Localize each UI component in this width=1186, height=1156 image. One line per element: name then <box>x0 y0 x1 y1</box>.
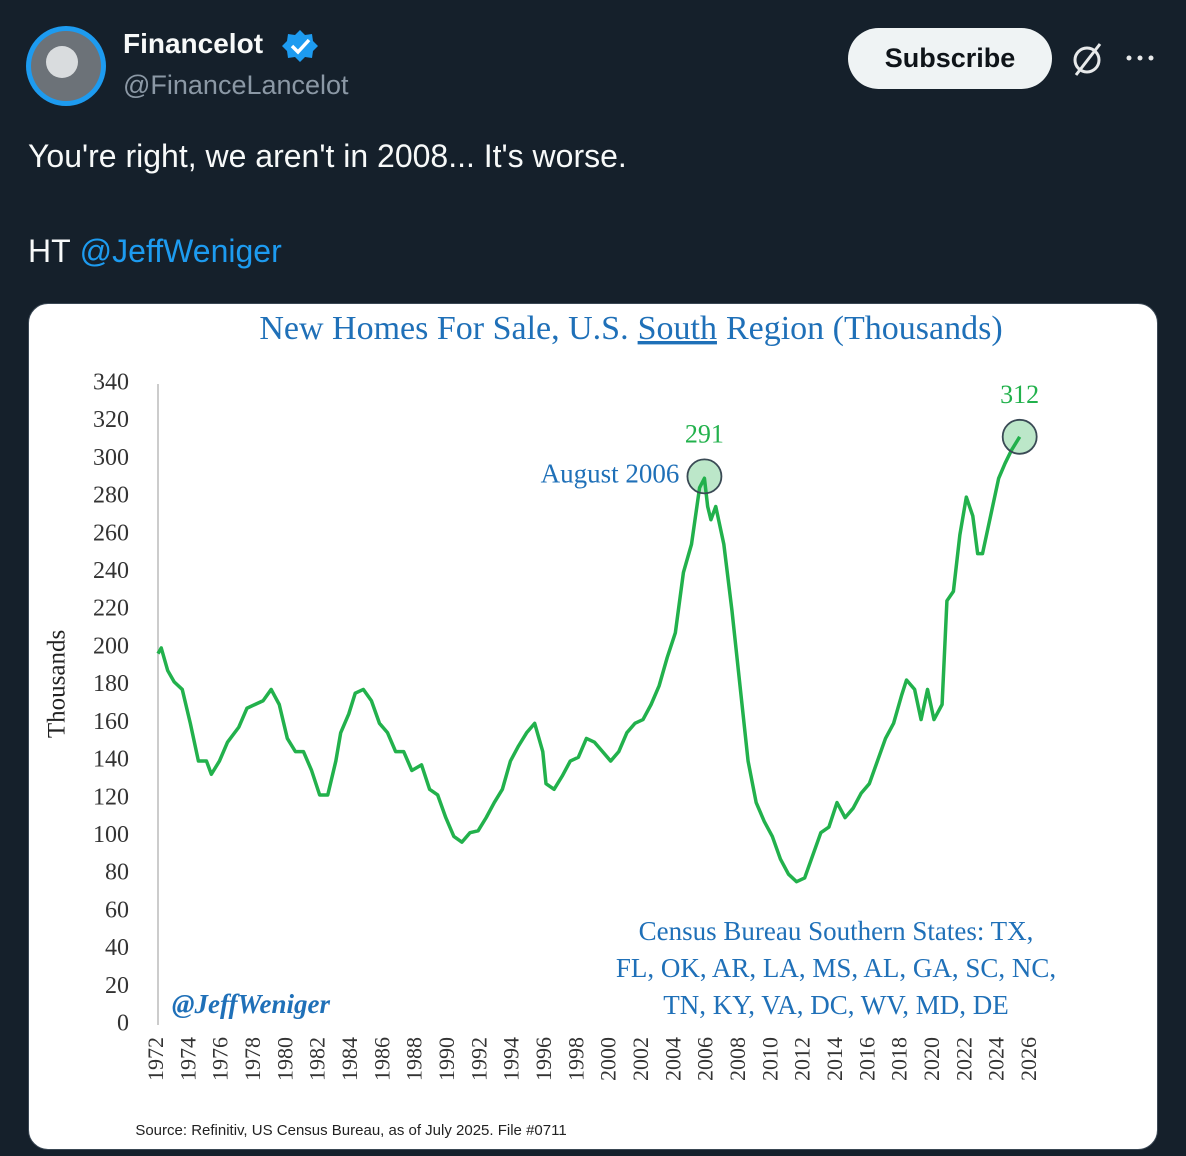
y-tick-label: 120 <box>93 784 129 810</box>
media-card[interactable]: New Homes For Sale, U.S. South Region (Tho… <box>28 303 1158 1150</box>
x-tick-label: 1996 <box>531 1037 556 1081</box>
y-tick-label: 180 <box>93 671 129 697</box>
watermark: @JeffWeniger <box>172 989 330 1019</box>
x-tick-label: 1992 <box>466 1037 491 1081</box>
x-tick-label: 1980 <box>272 1037 297 1081</box>
x-tick-label: 1986 <box>369 1037 394 1081</box>
x-tick-label: 2002 <box>628 1037 653 1081</box>
y-axis-label: Thousands <box>44 630 71 738</box>
x-tick-label: 2000 <box>596 1037 621 1081</box>
census-note: FL, OK, AR, LA, MS, AL, GA, SC, NC, <box>616 953 1056 983</box>
grok-slash <box>1074 43 1102 76</box>
x-tick-label: 1984 <box>337 1037 362 1081</box>
source-note: Source: Refinitiv, US Census Bureau, as … <box>135 1122 566 1139</box>
x-tick-label: 1998 <box>563 1037 588 1081</box>
tweet-text: You're right, we aren't in 2008... It's … <box>28 138 627 174</box>
x-tick-label: 2006 <box>693 1037 718 1081</box>
y-tick-label: 80 <box>105 860 129 886</box>
more-dot[interactable] <box>1126 55 1132 61</box>
x-tick-label: 2016 <box>854 1037 879 1081</box>
x-tick-label: 1972 <box>143 1037 168 1081</box>
census-note: Census Bureau Southern States: TX, <box>639 916 1034 946</box>
y-tick-label: 280 <box>93 483 129 509</box>
more-dot[interactable] <box>1148 55 1154 61</box>
x-tick-label: 2014 <box>822 1037 847 1081</box>
x-tick-label: 2008 <box>725 1037 750 1081</box>
title-part: South <box>638 310 717 347</box>
avatar-helmet <box>46 46 78 78</box>
more-dot[interactable] <box>1137 55 1143 61</box>
chart: New Homes For Sale, U.S. South Region (Tho… <box>44 310 1056 1139</box>
grok-icon[interactable] <box>1073 46 1101 74</box>
data-line <box>156 435 1022 884</box>
y-tick-label: 0 <box>117 1011 129 1037</box>
subscribe-button[interactable]: Subscribe <box>848 28 1052 89</box>
ht: HT <box>28 233 71 269</box>
census-note: TN, KY, VA, DC, WV, MD, DE <box>663 990 1009 1020</box>
peak-circle <box>1001 418 1038 455</box>
peak-circle <box>686 458 723 495</box>
x-tick-label: 2022 <box>951 1037 976 1081</box>
peak-label: 291 <box>685 419 724 448</box>
chart-title: New Homes For Sale, U.S. South Region (Tho… <box>259 310 1002 347</box>
y-tick-label: 220 <box>93 596 129 622</box>
y-tick-label: 40 <box>105 935 129 961</box>
mention[interactable]: @JeffWeniger <box>79 233 282 269</box>
title-part: Region (Thousands) <box>726 310 1003 347</box>
y-tick-label: 240 <box>93 558 129 584</box>
y-tick-label: 320 <box>93 407 129 433</box>
y-tick-label: 300 <box>93 445 129 471</box>
x-tick-label: 1976 <box>208 1037 233 1081</box>
x-tick-label: 2024 <box>984 1037 1009 1081</box>
y-tick-label: 100 <box>93 822 129 848</box>
verified-badge <box>282 30 318 62</box>
y-tick-label: 140 <box>93 747 129 773</box>
x-tick-label: 1994 <box>499 1037 524 1081</box>
x-tick-label: 2010 <box>757 1037 782 1081</box>
x-tick-label: 2026 <box>1016 1037 1041 1081</box>
y-tick-label: 20 <box>105 973 129 999</box>
y-tick-label: 160 <box>93 709 129 735</box>
y-tick-label: 60 <box>105 897 129 923</box>
x-tick-label: 2004 <box>660 1037 685 1081</box>
x-tick-label: 1990 <box>434 1037 459 1081</box>
y-tick-label: 260 <box>93 520 129 546</box>
author-handle[interactable]: @FinanceLancelot <box>123 70 349 100</box>
x-tick-label: 1988 <box>402 1037 427 1081</box>
header-icons <box>26 26 1154 106</box>
x-tick-label: 1978 <box>240 1037 265 1081</box>
peak-note: August 2006 <box>541 459 680 489</box>
author-name[interactable]: Financelot <box>123 28 264 59</box>
verified-check <box>290 38 311 55</box>
tweet-ht-line: HT @JeffWeniger <box>28 233 282 270</box>
title-part: New Homes For Sale, U.S. <box>259 310 628 347</box>
x-tick-label: 1974 <box>175 1037 200 1081</box>
y-tick-label: 340 <box>93 370 129 396</box>
x-tick-label: 1982 <box>305 1037 330 1081</box>
x-tick-label: 2012 <box>790 1037 815 1081</box>
y-tick-label: 200 <box>93 633 129 659</box>
peak-label: 312 <box>1000 380 1039 409</box>
x-tick-label: 2018 <box>887 1037 912 1081</box>
x-tick-label: 2020 <box>919 1037 944 1081</box>
